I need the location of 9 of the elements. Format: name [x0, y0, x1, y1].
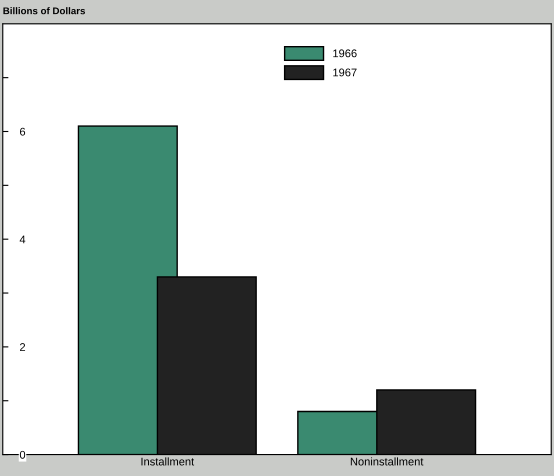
y-tick-label: 2 — [20, 343, 26, 351]
x-tick-label: Noninstallment — [350, 457, 424, 466]
y-tick-label: 4 — [20, 236, 26, 244]
x-tick-label: Installment — [141, 457, 194, 466]
legend-label: 1967 — [333, 68, 357, 76]
y-tick-label: 0 — [20, 450, 26, 459]
y-tick-label: 6 — [20, 128, 26, 136]
legend-label: 1966 — [333, 49, 357, 58]
y-axis-title: Billions of Dollars — [3, 7, 86, 14]
